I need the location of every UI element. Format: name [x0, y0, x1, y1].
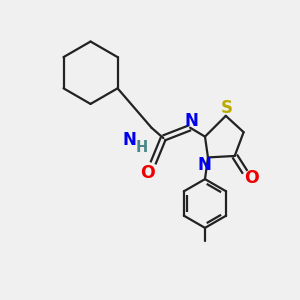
Text: O: O	[244, 169, 259, 187]
Text: S: S	[221, 99, 233, 117]
Text: N: N	[184, 112, 198, 130]
Text: H: H	[136, 140, 148, 154]
Text: N: N	[197, 156, 211, 174]
Text: O: O	[140, 164, 155, 182]
Text: N: N	[122, 130, 136, 148]
